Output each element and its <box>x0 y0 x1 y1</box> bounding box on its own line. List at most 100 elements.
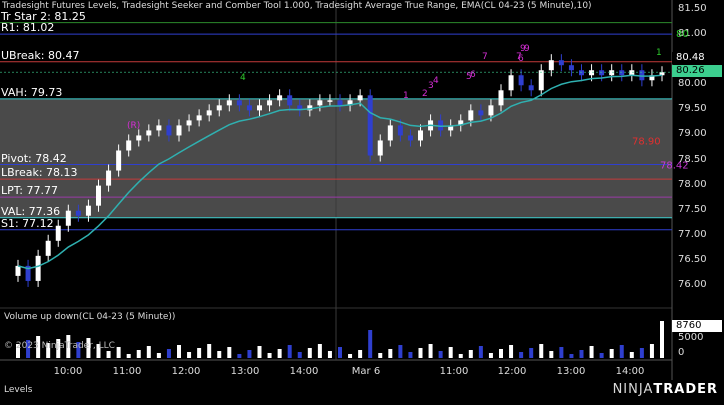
ema-line <box>17 74 663 270</box>
time-tick: 10:00 <box>53 366 83 377</box>
signal-label: 9 <box>520 44 526 54</box>
signal-label: 6 <box>470 70 476 80</box>
volume-bar <box>529 348 534 358</box>
volume-bar <box>378 353 383 358</box>
level-label: VAL: 77.36 <box>1 204 61 218</box>
last-price-badge: 80.26 <box>672 65 722 77</box>
price-tick: 77.00 <box>678 228 707 240</box>
candle-body <box>337 100 343 106</box>
candle-body <box>528 85 534 91</box>
volume-bar <box>126 354 131 358</box>
time-tick: 14:00 <box>289 366 319 377</box>
volume-bar <box>599 353 604 358</box>
volume-bar <box>519 352 524 358</box>
candle-body <box>166 125 172 136</box>
candle-body <box>458 120 464 126</box>
time-tick: 12:00 <box>497 366 527 377</box>
candle-body <box>35 255 41 281</box>
candle-body <box>146 130 152 136</box>
volume-bar <box>247 350 252 358</box>
time-tick: 11:00 <box>112 366 142 377</box>
volume-bar <box>56 339 61 358</box>
volume-bar <box>579 350 584 358</box>
candle-body <box>377 140 383 156</box>
signal-label: 6 <box>518 54 524 64</box>
volume-bar <box>458 354 463 358</box>
brand-prefix: NINJA <box>612 382 654 397</box>
candle-body <box>226 100 232 106</box>
volume-bar <box>327 351 332 358</box>
candle-body <box>639 70 645 81</box>
candle-body <box>548 60 554 71</box>
candle-body <box>498 90 504 106</box>
candle-body <box>589 70 595 76</box>
copyright-text: © 2023 NinjaTrader, LLC <box>4 341 115 351</box>
volume-bar <box>609 349 614 358</box>
price-tick: 78.00 <box>678 178 707 190</box>
volume-bar <box>106 351 111 358</box>
candle-body <box>317 100 323 106</box>
candle-body <box>347 100 353 106</box>
candle-body <box>176 125 182 136</box>
signal-label: 7 <box>482 52 488 62</box>
candle-body <box>649 75 655 81</box>
candle-body <box>488 105 494 116</box>
footer-bar <box>0 380 724 401</box>
candle-body <box>387 125 393 141</box>
volume-bar <box>207 344 212 358</box>
candle-body <box>196 115 202 121</box>
candle-body <box>659 72 665 76</box>
candle-body <box>448 125 454 131</box>
candle-body <box>538 70 544 91</box>
volume-bar <box>76 342 81 358</box>
time-tick: 13:00 <box>556 366 586 377</box>
candle-body <box>257 105 262 111</box>
volume-bar <box>187 352 192 358</box>
volume-bar <box>549 351 554 358</box>
volume-bar <box>297 352 302 358</box>
volume-bar <box>166 349 171 358</box>
ninjatrader-logo: NINJATRADER <box>613 382 718 397</box>
candle-body <box>25 265 31 281</box>
volume-bar <box>589 346 594 358</box>
right-marker-red: 78.90 <box>632 136 661 147</box>
volume-bar <box>358 350 363 358</box>
volume-bar <box>86 338 91 358</box>
price-tick: 79.00 <box>678 128 707 140</box>
volume-bar <box>468 350 473 358</box>
level-label: LBreak: 78.13 <box>1 166 78 180</box>
top-marker-badge: 80 <box>676 29 689 40</box>
volume-bar <box>287 345 292 358</box>
level-label: UBreak: 80.47 <box>1 48 80 62</box>
candle-body <box>75 210 81 216</box>
price-tick: 78.50 <box>678 153 707 165</box>
candle-body <box>136 135 142 141</box>
price-tick: 80.00 <box>678 78 707 90</box>
volume-bar <box>428 344 433 358</box>
price-tick: 79.50 <box>678 103 707 115</box>
level-label: VAH: 79.73 <box>1 85 63 99</box>
level-label: S1: 77.12 <box>1 216 54 230</box>
candle-body <box>96 185 101 206</box>
candle-body <box>397 125 403 136</box>
level-label: R1: 81.02 <box>1 21 55 35</box>
brand-suffix: TRADER <box>653 382 718 397</box>
signal-label: 2 <box>422 89 428 99</box>
volume-bar <box>348 354 353 358</box>
level-label: Pivot: 78.42 <box>1 151 67 165</box>
level-label: LPT: 77.77 <box>1 184 58 198</box>
volume-bar <box>257 346 262 358</box>
time-tick: 12:00 <box>171 366 201 377</box>
volume-bar <box>569 354 574 358</box>
candle-body <box>478 110 484 116</box>
candle-body <box>287 95 293 106</box>
volume-bar <box>146 346 151 358</box>
signal-label: 1 <box>403 91 409 101</box>
candle-body <box>579 70 584 76</box>
time-tick: Mar 6 <box>351 366 381 377</box>
time-tick: 13:00 <box>230 366 260 377</box>
candle-body <box>186 120 192 126</box>
volume-bar <box>639 348 644 358</box>
